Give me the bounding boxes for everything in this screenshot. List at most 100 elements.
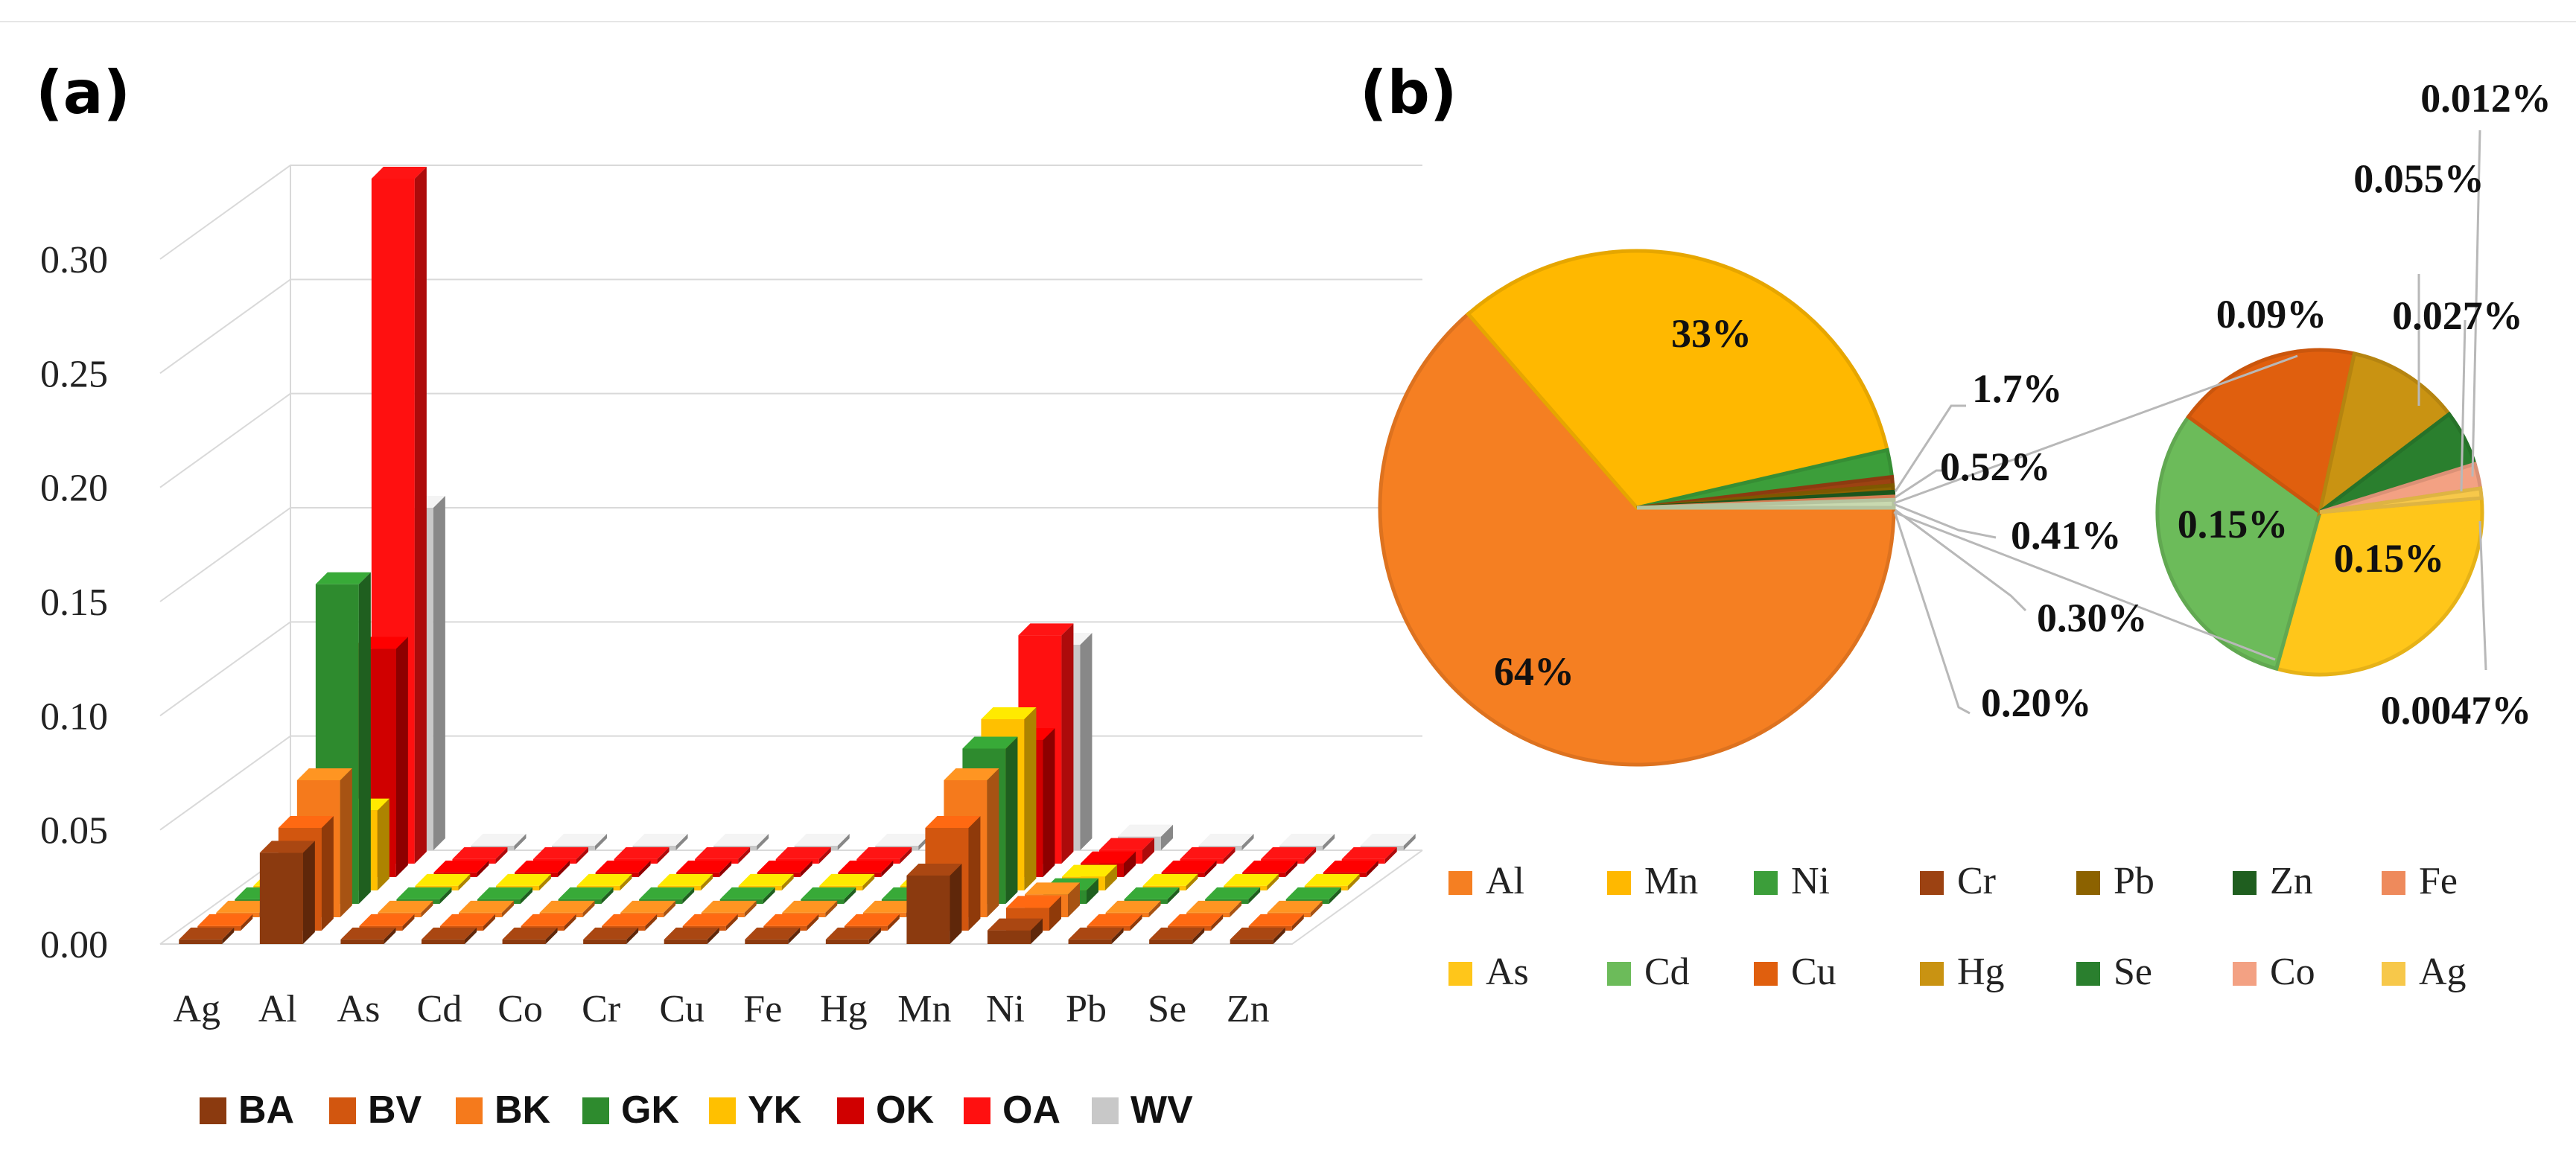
bar-top bbox=[515, 860, 570, 873]
pie-label-Zn: 0.30% bbox=[2037, 596, 2148, 640]
pie-legend-item-As: As bbox=[1448, 951, 1529, 993]
pie-legend-label: Cu bbox=[1791, 951, 1836, 993]
bar-side bbox=[1211, 914, 1224, 931]
pie-legend-item-Cu: Cu bbox=[1754, 951, 1836, 993]
legend-label: BA bbox=[238, 1088, 294, 1132]
bar-side bbox=[800, 860, 812, 877]
pie-legend-label: Ag bbox=[2419, 951, 2467, 993]
bar-top bbox=[433, 860, 489, 873]
bar-side bbox=[1142, 838, 1154, 864]
bar-top bbox=[944, 768, 999, 780]
pie-of-pie-chart: 64% 33% 1.7% 0.52% 0.41% 0.30% 0.20% 0.15% 0.15%… bbox=[1378, 76, 2551, 993]
bar-side bbox=[502, 900, 514, 917]
legend-item-WV: WV bbox=[1092, 1088, 1193, 1132]
bar-top bbox=[396, 887, 452, 899]
legend-item-GK: GK bbox=[582, 1088, 679, 1132]
bar-top bbox=[664, 927, 719, 940]
bar-BA-Co bbox=[502, 927, 558, 944]
bar-BA-Mn bbox=[906, 864, 962, 944]
bar-top bbox=[844, 914, 900, 926]
bar-top bbox=[1304, 873, 1360, 886]
bar-top bbox=[1180, 847, 1235, 859]
bar-side bbox=[1230, 900, 1242, 917]
bar-top bbox=[1230, 927, 1285, 940]
bar-BA-Cr bbox=[583, 927, 639, 944]
bar-side bbox=[682, 887, 695, 904]
bar-side bbox=[900, 847, 912, 864]
legend-label: OA bbox=[1002, 1088, 1060, 1132]
bar-side bbox=[358, 572, 371, 904]
pie-legend-label: Co bbox=[2270, 951, 2315, 993]
bar-top bbox=[576, 873, 632, 886]
bar-side bbox=[321, 816, 334, 931]
bar-side bbox=[1080, 633, 1093, 850]
x-tick-label-Al: Al bbox=[258, 988, 297, 1030]
bar-side bbox=[1204, 860, 1217, 877]
leader-line bbox=[1895, 469, 1944, 499]
legend-item-YK: YK bbox=[709, 1088, 802, 1132]
bar-top bbox=[521, 914, 576, 926]
gridline bbox=[159, 165, 1422, 260]
bar-side bbox=[402, 914, 415, 931]
bar-front bbox=[179, 939, 223, 944]
bar-side bbox=[414, 167, 427, 864]
bar-side bbox=[1043, 728, 1055, 877]
bar-BA-As bbox=[340, 927, 396, 944]
bar-BA-Cu bbox=[664, 927, 719, 944]
bar-top bbox=[452, 847, 508, 859]
gridline bbox=[159, 392, 1422, 488]
pie-data-labels: 64% 33% 1.7% 0.52% 0.41% 0.30% 0.20% 0.15% 0.15%… bbox=[1494, 76, 2551, 733]
pie-legend-swatch bbox=[2076, 962, 2100, 986]
bar-top bbox=[378, 900, 433, 913]
pie-legend-item-Ag: Ag bbox=[2382, 951, 2467, 993]
bar-side bbox=[807, 914, 819, 931]
bar-side bbox=[1111, 927, 1124, 944]
bar-side bbox=[719, 860, 732, 877]
bar-side bbox=[1347, 873, 1360, 890]
bar-side bbox=[664, 900, 676, 917]
bar-front bbox=[1068, 939, 1112, 944]
bar-side bbox=[763, 887, 775, 904]
main-pie bbox=[1378, 249, 1896, 767]
bar-top bbox=[197, 914, 253, 926]
bar-top bbox=[862, 900, 918, 913]
bar-top bbox=[216, 900, 272, 913]
legend-label: OK bbox=[876, 1088, 934, 1132]
pie-legend-swatch bbox=[1448, 962, 1472, 986]
bar-front bbox=[259, 852, 303, 944]
bar-top bbox=[259, 841, 315, 853]
bar-side bbox=[439, 887, 452, 904]
pie-legend-swatch bbox=[2233, 871, 2257, 895]
bar-top bbox=[775, 847, 831, 859]
bar-side bbox=[477, 860, 489, 877]
bar-side bbox=[1049, 896, 1061, 931]
bar-top bbox=[459, 900, 514, 913]
y-tick-label: 0.05 bbox=[40, 810, 108, 852]
legend-swatch bbox=[200, 1097, 226, 1124]
pie-legend-label: Al bbox=[1486, 860, 1524, 902]
bar-side bbox=[384, 927, 396, 944]
bar-top bbox=[558, 887, 614, 899]
bar-top bbox=[658, 873, 713, 886]
legend-swatch bbox=[582, 1097, 609, 1124]
pie-legend-swatch bbox=[1607, 871, 1631, 895]
pie-legend: Al Mn Ni Cr Pb Zn Fe As Cd Cu Hg Se Co Ag bbox=[1448, 860, 2467, 993]
bar-top bbox=[719, 887, 775, 899]
bar-side bbox=[1130, 914, 1142, 931]
bar-top bbox=[695, 847, 751, 859]
bar-side bbox=[1366, 860, 1378, 877]
bar-side bbox=[241, 914, 253, 931]
bar-top bbox=[875, 833, 931, 846]
legend-label: BK bbox=[494, 1088, 551, 1132]
bar-front bbox=[906, 876, 950, 944]
bar-side bbox=[1024, 707, 1037, 890]
y-tick-label: 0.15 bbox=[40, 581, 108, 624]
bar-front bbox=[340, 939, 384, 944]
bar-top bbox=[1360, 833, 1416, 846]
bar-top bbox=[1323, 860, 1378, 873]
bar-BA-Se bbox=[1149, 927, 1205, 944]
pie-label-Se: 0.027% bbox=[2392, 293, 2523, 338]
bar-side bbox=[701, 873, 713, 890]
leader-lines bbox=[1894, 130, 2487, 715]
pie-legend-label: Hg bbox=[1957, 951, 2005, 993]
